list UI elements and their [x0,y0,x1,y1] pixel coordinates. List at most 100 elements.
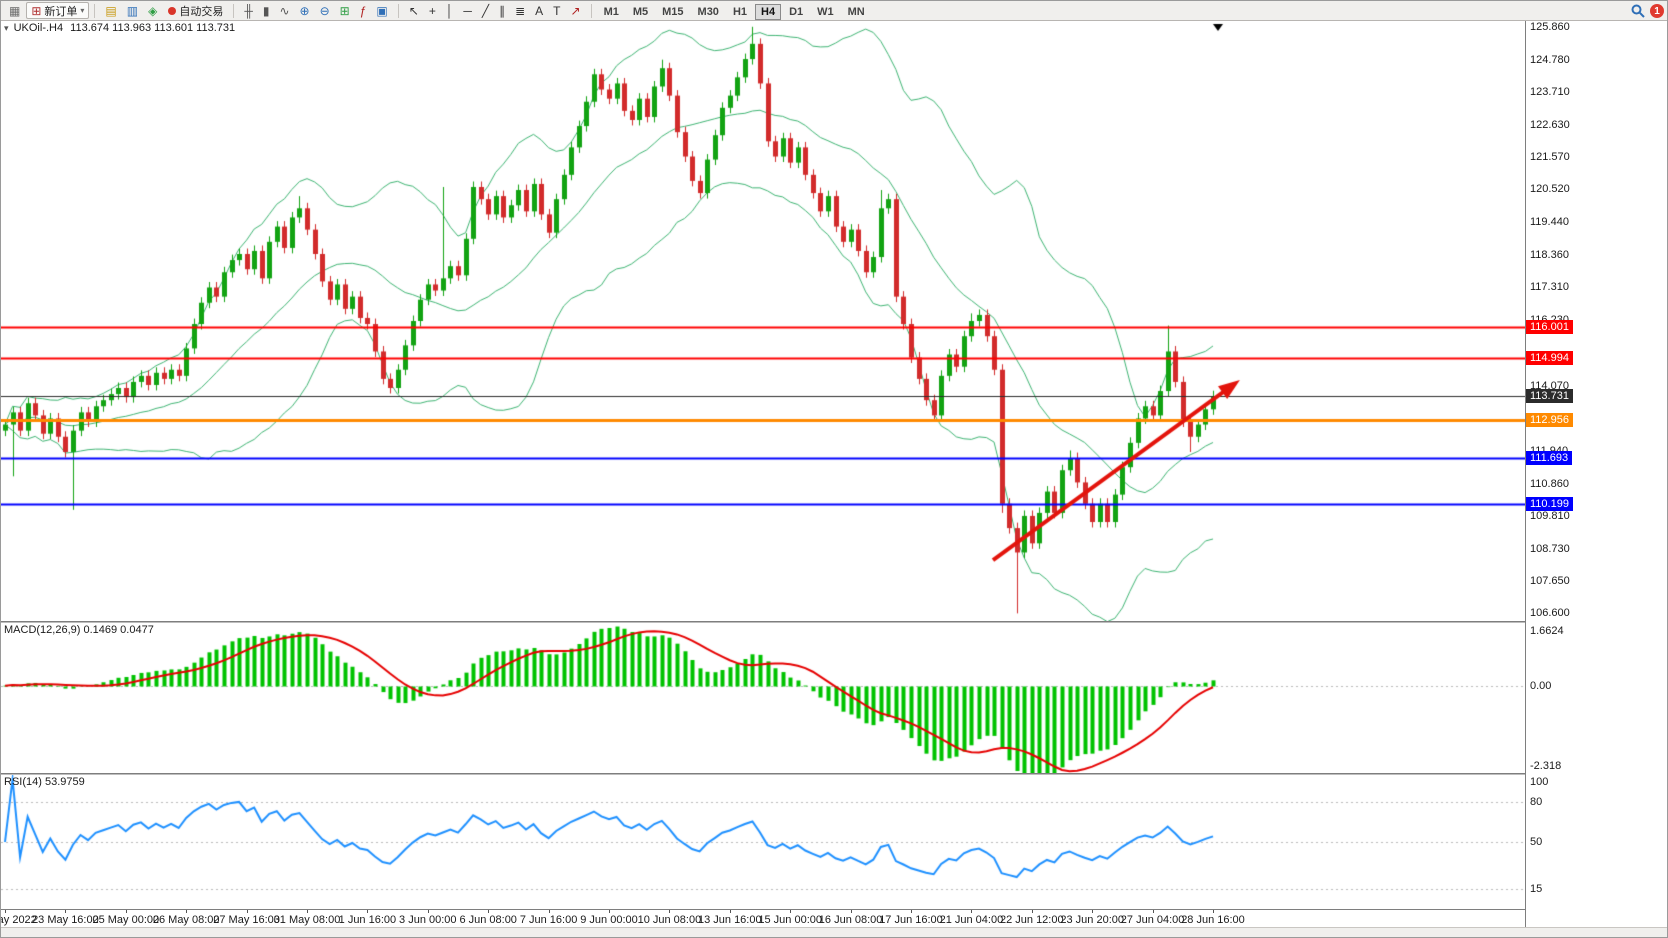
price-axis-label: 123.710 [1530,86,1570,99]
macd-canvas[interactable] [1,623,1525,773]
timeframe-m1[interactable]: M1 [603,5,619,18]
navigator-icon[interactable]: ◈ [143,2,162,19]
price-axis-label: 121.570 [1530,151,1570,164]
time-axis-tick [1032,910,1033,913]
fibonacci-icon[interactable]: ≣ [510,2,530,19]
timeframe-m15[interactable]: M15 [662,5,684,18]
data-window-icon[interactable]: ▥ [122,2,143,19]
timeframe-h1[interactable]: H1 [732,5,747,18]
timeframe-m5[interactable]: M5 [632,5,649,18]
price-axis-label: 109.810 [1530,509,1570,522]
timeframe-m30[interactable]: M30 [697,5,719,18]
price-line-tag: 116.001 [1526,320,1573,335]
autotrading-label: 自动交易 [179,5,224,18]
panel-splitter[interactable] [1,621,1667,623]
main-chart-panel[interactable]: ▾ UKOil-.H4 113.674 113.963 113.601 113.… [1,21,1525,621]
rsi-panel[interactable]: RSI(14) 53.9759 [1,775,1525,909]
period-templates-icon[interactable]: ▣ [371,2,392,19]
time-axis-tick [971,910,972,913]
time-axis-tick [549,910,550,913]
zoom-out-icon[interactable]: ⊖ [315,2,335,19]
price-axis-label: 108.730 [1530,542,1570,555]
timeframe-h4[interactable]: H4 [755,3,782,20]
autotrading-button[interactable]: 自动交易 [163,2,228,19]
zoom-out-icon: ⊖ [319,3,330,18]
horizontal-line-icon: ─ [463,3,472,18]
bar-chart-icon: ╫ [244,3,253,18]
charts-grid-icon[interactable]: ▦ [4,2,25,19]
timeframe-w1[interactable]: W1 [817,5,834,18]
main-chart-canvas[interactable] [1,21,1525,621]
timeframe-mn[interactable]: MN [847,5,865,18]
toolbar-right: 1 [1631,1,1664,21]
time-axis-tick [851,910,852,913]
rsi-canvas[interactable] [1,775,1525,909]
price-axis-label: 107.650 [1530,575,1570,588]
price-axis-label: 110.860 [1530,477,1569,490]
time-axis-label: 25 May 00:00 [92,914,160,926]
rsi-label: RSI(14) 53.9759 [4,776,85,788]
price-line-tag: 110.199 [1526,496,1573,511]
time-axis-label: 27 Jun 04:00 [1120,914,1185,926]
price-axis[interactable]: 125.860 124.780 123.710 122.630 121.570 120.5… [1525,21,1667,927]
symbol-name: UKOil-.H4 [13,22,64,34]
price-axis-label: 118.360 [1530,249,1569,262]
notification-badge[interactable]: 1 [1650,4,1664,18]
line-chart-icon[interactable]: ∿ [274,2,294,19]
candlestick-chart-icon[interactable]: ▮ [258,2,275,19]
arrow-tools-icon[interactable]: ↗ [566,2,586,19]
zoom-in-icon[interactable]: ⊕ [295,2,315,19]
bar-chart-icon[interactable]: ╫ [239,2,258,19]
arrow-tools-icon: ↗ [570,3,581,18]
market-watch-icon[interactable]: ▤ [100,2,121,19]
channel-icon[interactable]: ∥ [494,2,510,19]
time-axis-label: 17 Jun 16:00 [879,914,943,926]
time-axis-label: 26 May 08:00 [152,914,220,926]
cursor-icon: ↖ [408,3,419,18]
indicators-icon[interactable]: ƒ [355,2,372,19]
toolbar-separator [94,3,96,18]
navigator-icon: ◈ [148,3,158,18]
trendline-icon[interactable]: ╱ [477,2,494,19]
text-icon[interactable]: A [530,2,548,19]
price-line-tag: 111.693 [1526,451,1573,466]
toolbar: ▦ ⊞ 新订单 ▾ ▤ ▥ ◈ 自动交易 ╫ ▮ ∿ ⊕ ⊖ ⊞ ƒ ▣ ↖ + │ ─ ╱ ∥ ≣ A T ↗ M… [1,1,1667,21]
macd-label: MACD(12,26,9) 0.1469 0.0477 [4,624,154,636]
price-line-tag: 112.956 [1526,412,1573,427]
channel-icon: ∥ [499,3,506,18]
tile-windows-icon[interactable]: ⊞ [335,2,355,19]
search-icon[interactable] [1631,4,1645,18]
panel-splitter[interactable] [1,773,1667,775]
label-icon[interactable]: T [548,2,565,19]
vertical-line-icon: │ [445,3,454,18]
crosshair-icon[interactable]: + [424,2,441,19]
tile-windows-icon: ⊞ [339,3,350,18]
time-axis-label: 7 Jun 16:00 [519,914,578,926]
price-axis-label: 106.600 [1530,607,1570,620]
timeframe-buttons: M1 M5 M15 M30 H1 H4 D1 W1 MN [597,2,872,20]
time-axis-label: 10 Jun 08:00 [637,914,702,926]
price-axis-label: 117.310 [1530,281,1569,294]
fibonacci-icon: ≣ [515,3,526,18]
timeframe-d1[interactable]: D1 [789,5,804,18]
price-axis-label: 124.780 [1530,53,1570,66]
crosshair-icon: + [428,3,436,18]
new-order-button[interactable]: ⊞ 新订单 ▾ [26,2,90,19]
text-icon: A [535,3,544,18]
chevron-down-icon[interactable]: ▾ [4,23,9,33]
toolbar-separator [590,3,592,18]
symbol-ohlc-label: ▾ UKOil-.H4 113.674 113.963 113.601 113.… [4,22,239,34]
horizontal-line-icon[interactable]: ─ [458,2,477,19]
macd-panel[interactable]: MACD(12,26,9) 0.1469 0.0477 [1,623,1525,773]
time-axis-tick [1213,910,1214,913]
cursor-icon[interactable]: ↖ [404,2,424,19]
time-axis-tick [367,910,368,913]
time-axis-label: 9 Jun 00:00 [580,914,638,926]
toolbar-panel-icons: ▤ ▥ ◈ [100,2,162,20]
vertical-line-icon[interactable]: │ [441,2,459,19]
toolbar-chart-icons: ╫ ▮ ∿ ⊕ ⊖ ⊞ ƒ ▣ [239,2,392,20]
macd-axis-label: -2.318 [1530,760,1562,772]
candlestick-chart-icon: ▮ [262,3,270,18]
